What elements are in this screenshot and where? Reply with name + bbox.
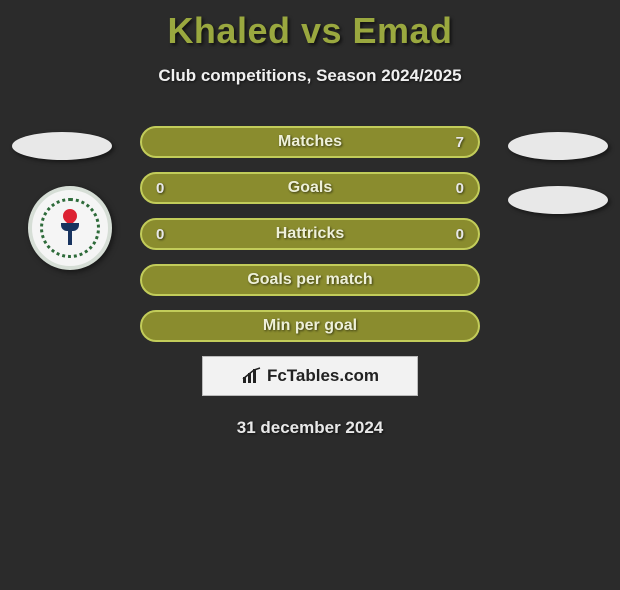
stat-right-value: 7 <box>444 134 464 151</box>
stat-right-value: 0 <box>444 226 464 243</box>
stats-table: Matches 7 0 Goals 0 0 Hattricks 0 Goals … <box>0 126 620 342</box>
stat-row-min-per-goal: Min per goal <box>140 310 480 342</box>
stat-left-value: 0 <box>156 180 176 197</box>
comparison-subtitle: Club competitions, Season 2024/2025 <box>0 66 620 86</box>
stat-label: Goals <box>288 179 332 197</box>
stat-label: Matches <box>278 133 342 151</box>
stat-row-goals: 0 Goals 0 <box>140 172 480 204</box>
stat-row-hattricks: 0 Hattricks 0 <box>140 218 480 250</box>
snapshot-date: 31 december 2024 <box>0 418 620 438</box>
bar-chart-icon <box>241 367 263 385</box>
stat-label: Hattricks <box>276 225 344 243</box>
stat-label: Min per goal <box>263 317 357 335</box>
stat-label: Goals per match <box>247 271 372 289</box>
stat-right-value: 0 <box>444 180 464 197</box>
watermark-text: FcTables.com <box>267 366 379 386</box>
comparison-title: Khaled vs Emad <box>0 10 620 52</box>
stat-left-value: 0 <box>156 226 176 243</box>
stat-row-goals-per-match: Goals per match <box>140 264 480 296</box>
watermark: FcTables.com <box>202 356 418 396</box>
stat-row-matches: Matches 7 <box>140 126 480 158</box>
